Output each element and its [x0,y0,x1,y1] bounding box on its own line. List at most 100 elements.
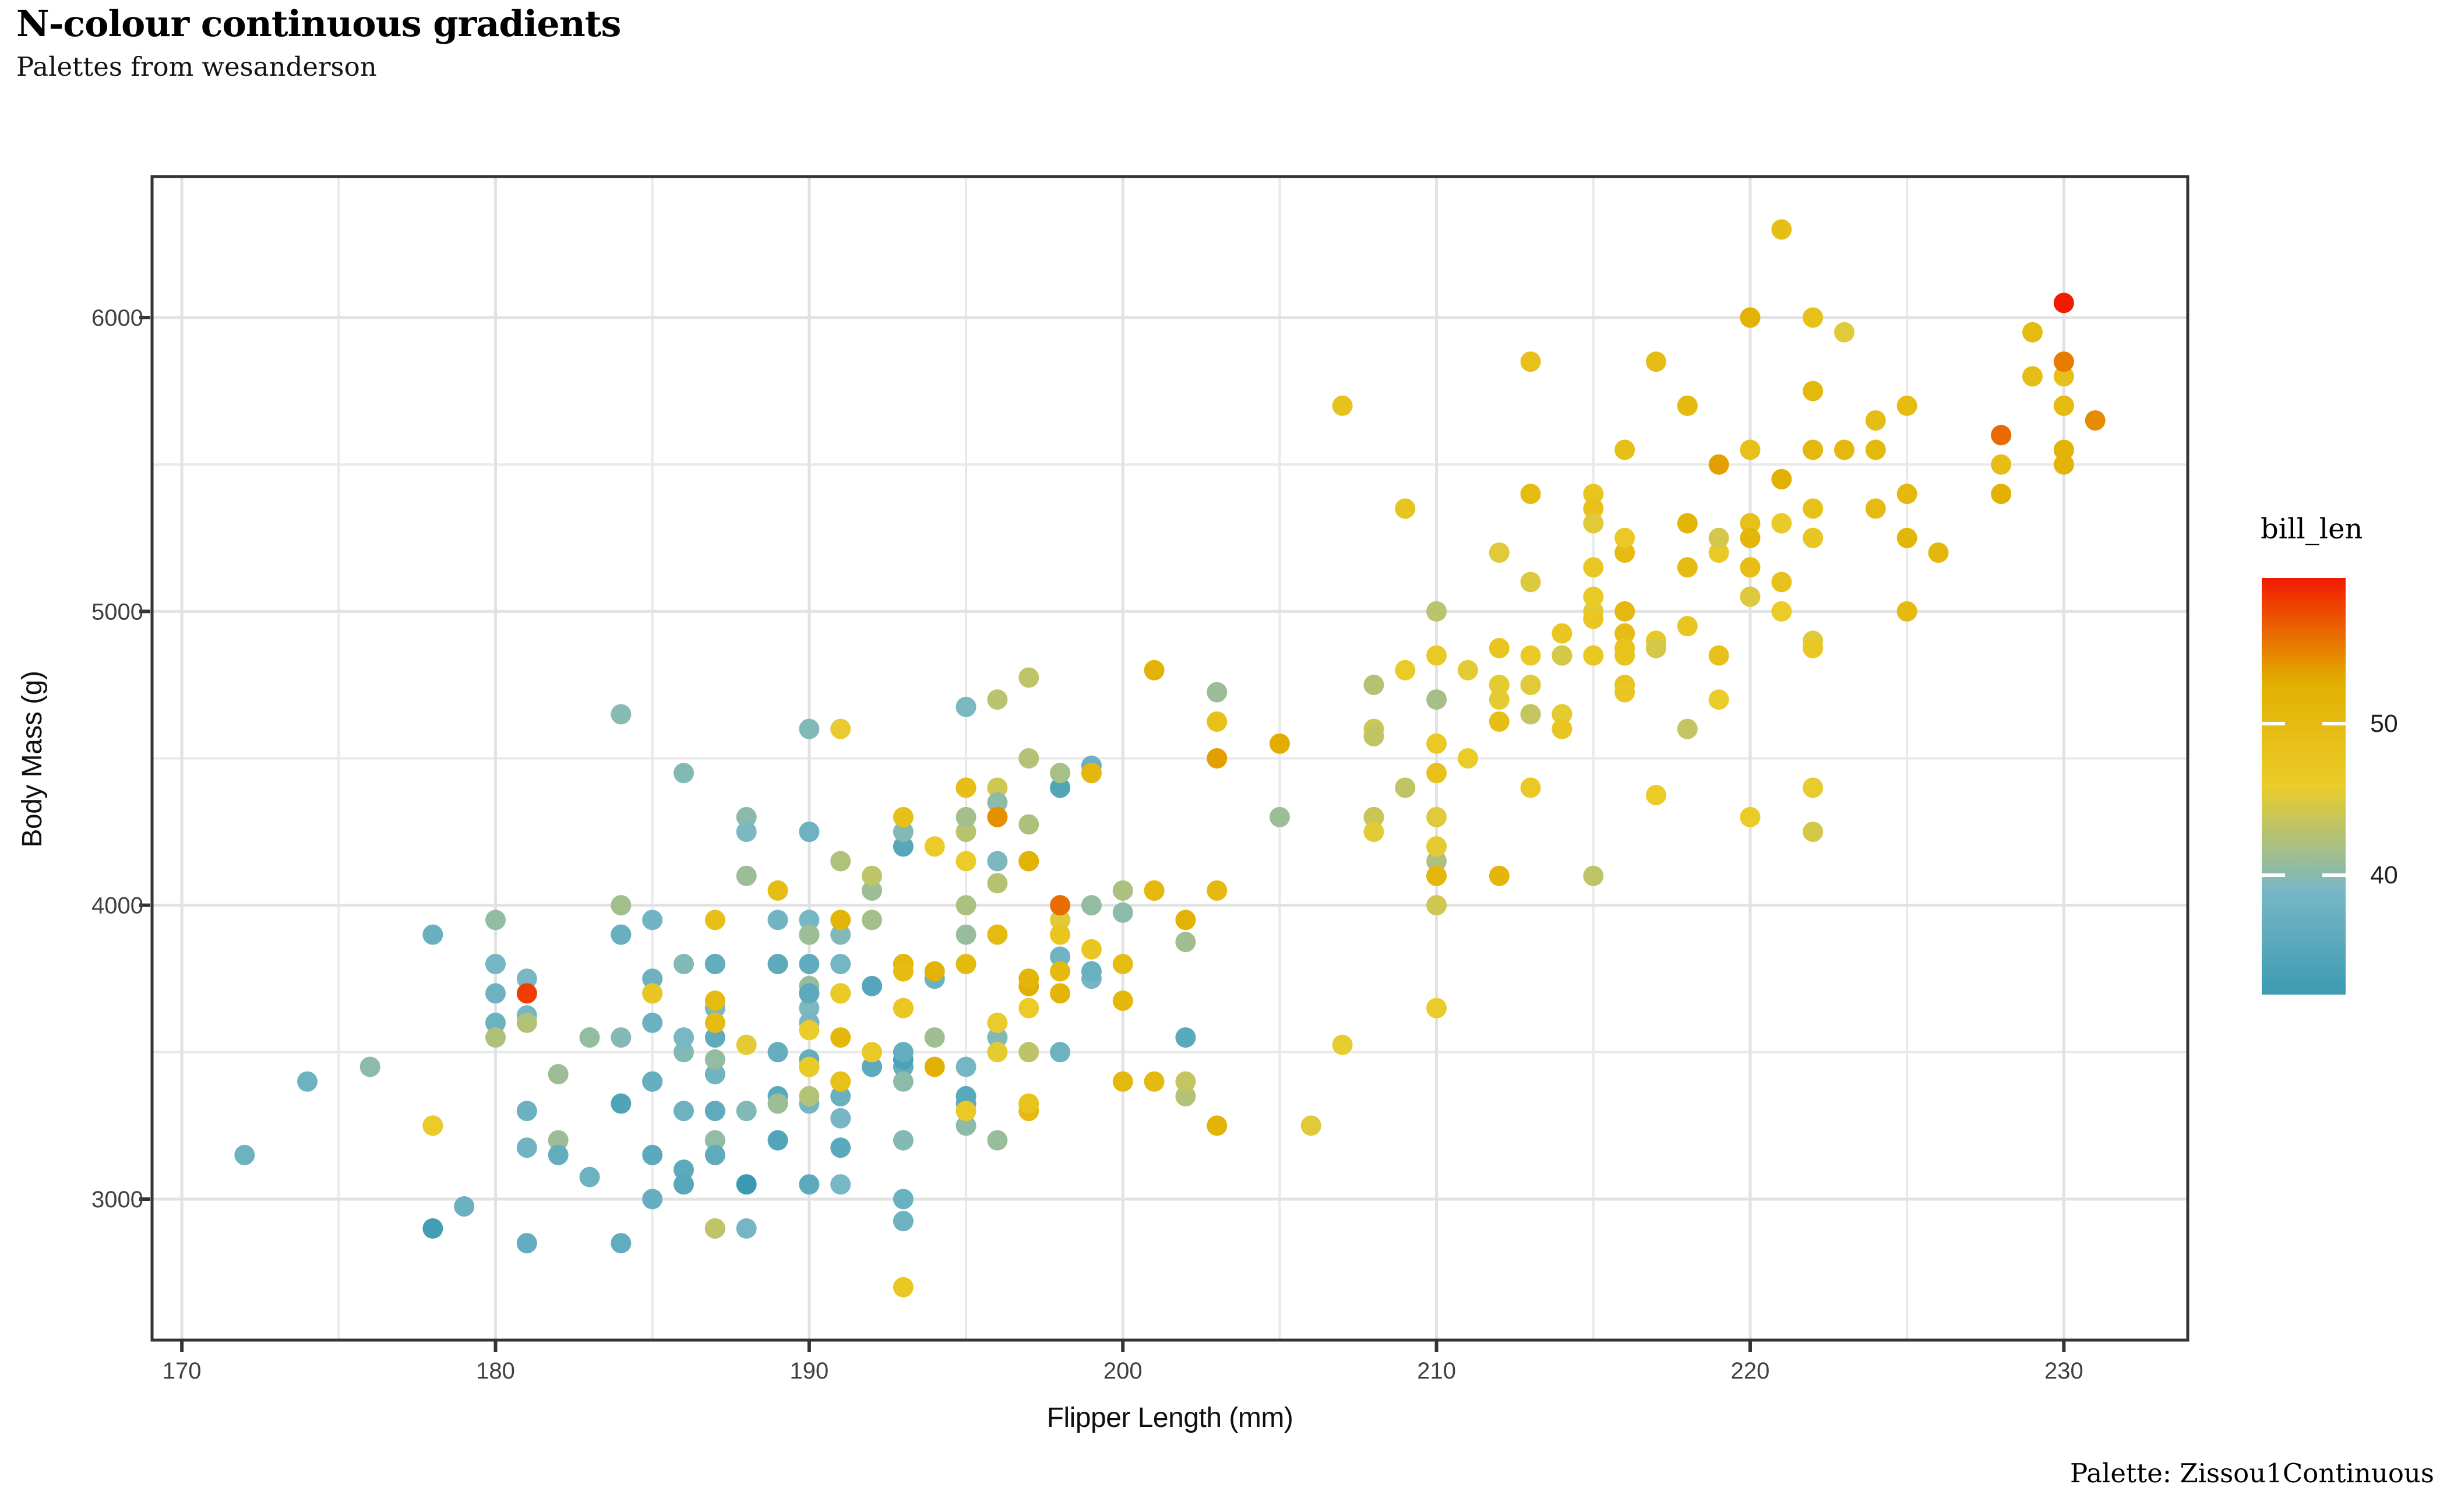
data-point [1175,932,1196,953]
data-point [1645,637,1666,658]
data-point [611,1233,632,1254]
data-point [799,1174,820,1195]
data-point [955,1085,976,1106]
data-point [704,1012,725,1033]
data-point [1645,785,1666,806]
data-point [611,1027,632,1048]
data-point [955,924,976,945]
data-point [674,1027,694,1048]
data-point [1207,682,1228,703]
data-point [955,1115,976,1136]
data-point [862,975,883,996]
data-point [830,1108,851,1129]
data-point [516,1233,537,1254]
data-point [1426,895,1447,916]
data-point [1677,557,1698,578]
data-point [1050,1042,1071,1063]
data-point [1426,998,1447,1018]
data-point [955,822,976,843]
data-point [1991,484,2012,505]
data-point [1803,498,1824,519]
x-tick-label: 230 [2044,1358,2083,1384]
data-point [1018,968,1039,989]
data-point [1771,219,1792,240]
data-point [799,983,820,1004]
data-point [1081,939,1102,960]
data-point [1269,733,1290,754]
data-point [1552,645,1572,666]
data-point [1112,902,1133,923]
data-point [2022,366,2043,387]
data-point [1677,616,1698,637]
colorbar-tick-mark [2322,721,2346,725]
colorbar-gradient [2262,578,2346,995]
data-point [2053,439,2074,460]
colorbar-tick-label: 50 [2370,709,2398,738]
data-point [987,806,1008,827]
data-point [1426,865,1447,886]
data-point [862,1042,883,1063]
data-point [736,822,757,843]
data-point [1740,557,1761,578]
data-point [955,1056,976,1077]
data-point [1803,527,1824,548]
data-point [830,851,851,872]
colorbar-tick-mark [2262,873,2285,877]
data-point [1144,1071,1165,1092]
data-point [611,924,632,945]
data-point [924,1056,945,1077]
data-point [1175,1085,1196,1106]
chart-caption: Palette: Zissou1Continuous [2069,1458,2434,1489]
data-point [1363,822,1384,843]
data-point [1614,623,1635,644]
data-point [799,1085,820,1106]
data-point [1395,660,1416,681]
chart-title: N-colour continuous gradients [16,2,621,45]
data-point [799,924,820,945]
data-point [924,1027,945,1048]
data-point [1489,674,1510,695]
data-point [1207,880,1228,901]
data-point [830,1027,851,1048]
data-point [1708,645,1729,666]
data-point [485,954,506,975]
data-point [485,983,506,1004]
data-point [893,806,914,827]
data-point [987,1012,1008,1033]
data-point [862,910,883,931]
data-point [1865,410,1886,431]
data-point [1896,527,1917,548]
data-point [2022,322,2043,343]
data-point [642,910,663,931]
data-point [1803,307,1824,328]
y-tick-label: 5000 [91,599,143,625]
data-point [674,1042,694,1063]
data-point [704,1144,725,1165]
data-point [297,1071,318,1092]
data-point [611,895,632,916]
data-point [893,836,914,857]
data-point [1175,910,1196,931]
data-point [1018,667,1039,688]
data-point [1803,439,1824,460]
data-point [862,865,883,886]
data-point [1520,704,1541,725]
data-point [955,696,976,717]
x-tick-label: 190 [790,1358,829,1384]
data-point [1771,513,1792,534]
data-point [359,1056,380,1077]
data-point [1207,711,1228,732]
data-point [799,910,820,931]
data-point [1300,1115,1321,1136]
data-point [1050,895,1071,916]
y-tick-label: 6000 [91,305,143,331]
data-point [2053,395,2074,416]
data-point [485,1027,506,1048]
data-point [1050,983,1071,1004]
data-point [736,1034,757,1055]
data-point [516,1101,537,1122]
data-point [1457,660,1478,681]
data-point [987,851,1008,872]
data-point [1708,527,1729,548]
data-point [1426,733,1447,754]
